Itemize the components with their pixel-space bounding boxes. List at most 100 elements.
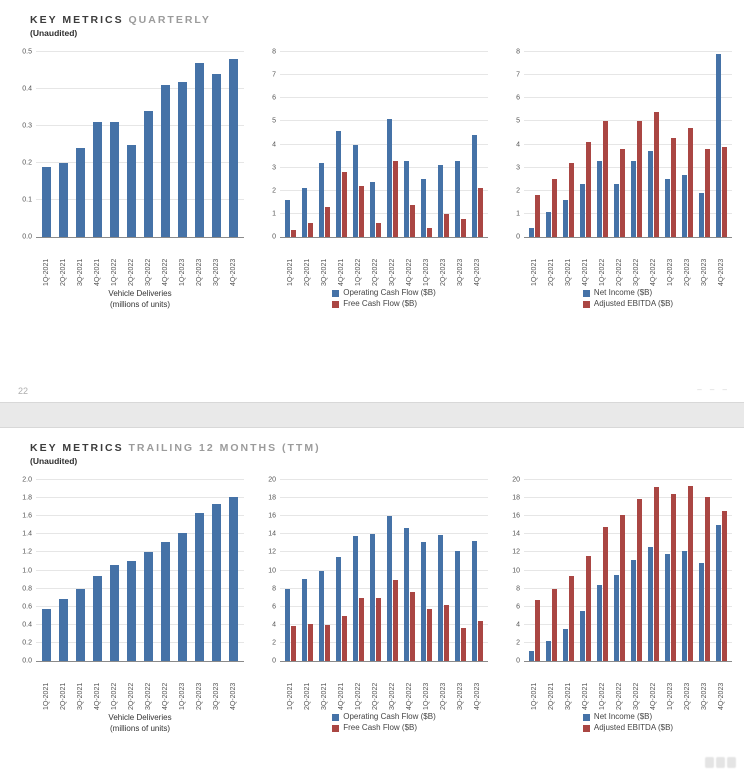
bar-group bbox=[452, 480, 469, 661]
gridline bbox=[280, 120, 488, 122]
y-tick-label: 5 bbox=[272, 117, 276, 125]
x-tick-cell: 3Q-2023 bbox=[452, 241, 469, 286]
bars-area bbox=[38, 480, 242, 661]
bar bbox=[370, 534, 375, 661]
bar bbox=[535, 195, 540, 237]
page-number: 22 bbox=[18, 386, 29, 396]
bar bbox=[552, 588, 557, 661]
legend-swatch bbox=[582, 289, 590, 297]
bar bbox=[705, 497, 710, 661]
bar bbox=[302, 188, 307, 237]
gridline bbox=[36, 497, 244, 499]
x-tick-cell: 2Q-2021 bbox=[543, 665, 560, 710]
bar bbox=[75, 588, 86, 661]
x-tick-cell: 3Q-2021 bbox=[72, 665, 89, 710]
chart-footer: Vehicle Deliveries (millions of units) bbox=[36, 289, 244, 311]
x-tick-cell: 4Q-2022 bbox=[401, 241, 418, 286]
bar-group bbox=[191, 480, 208, 661]
chart-plot: 0 2 4 6 8 10 12 14 16 18 20 bbox=[512, 477, 732, 665]
bar bbox=[194, 63, 205, 237]
x-tick-label: 3Q-2023 bbox=[457, 682, 464, 710]
x-tick-label: 1Q-2023 bbox=[179, 682, 186, 710]
gridline bbox=[524, 189, 732, 191]
y-tick-label: 7 bbox=[272, 71, 276, 79]
bar bbox=[410, 204, 415, 237]
bar-group bbox=[333, 52, 350, 237]
bar bbox=[410, 592, 415, 661]
bar bbox=[404, 160, 409, 237]
x-tick-label: 1Q-2023 bbox=[423, 682, 430, 710]
x-tick-cell: 1Q-2023 bbox=[662, 241, 679, 286]
bar bbox=[665, 554, 670, 661]
x-tick-label: 4Q-2022 bbox=[650, 682, 657, 710]
x-tick-cell: 2Q-2023 bbox=[191, 241, 208, 286]
bar bbox=[648, 546, 653, 661]
bar bbox=[461, 218, 466, 237]
x-tick-label: 2Q-2022 bbox=[128, 258, 135, 286]
bar bbox=[682, 174, 687, 237]
legend-entry: Net Income ($B) bbox=[582, 712, 673, 722]
legend-swatch bbox=[332, 289, 340, 297]
chart-footer: Net Income ($B) Adjusted EBITDA ($B) bbox=[524, 288, 732, 313]
chart-footer: Operating Cash Flow ($B) Free Cash Flow (… bbox=[280, 712, 488, 737]
x-tick-label: 4Q-2021 bbox=[582, 682, 589, 710]
x-tick-cell: 2Q-2023 bbox=[679, 241, 696, 286]
y-tick-label: 6 bbox=[272, 94, 276, 102]
gridline bbox=[280, 641, 488, 643]
bar bbox=[285, 588, 290, 661]
bar bbox=[359, 597, 364, 661]
bar-group bbox=[140, 52, 157, 237]
x-tick-label: 4Q-2022 bbox=[650, 258, 657, 286]
bar bbox=[455, 160, 460, 237]
chart-plot: 0.0 0.2 0.4 0.6 0.8 1.0 1.2 1.4 1.6 1.8 2.0 bbox=[22, 477, 244, 665]
gridline bbox=[36, 199, 244, 200]
chart-ttm-income-ebitda: 0 2 4 6 8 10 12 14 16 18 20 1Q-2021 2Q-2021 3Q-2021 4Q… bbox=[494, 477, 738, 737]
x-tick-label: 3Q-2022 bbox=[145, 258, 152, 286]
axis-title: (millions of units) bbox=[109, 723, 170, 733]
bar-group bbox=[123, 480, 140, 661]
x-tick-cell: 4Q-2023 bbox=[469, 241, 486, 286]
chart-quarterly-income-ebitda: 0 1 2 3 4 5 6 7 8 1Q-2021 2Q-2021 3Q-2021 4Q-2021 1Q-… bbox=[494, 48, 738, 313]
x-axis-labels: 1Q-2021 2Q-2021 3Q-2021 4Q-2021 1Q-2022 2Q-20… bbox=[280, 662, 488, 710]
x-tick-cell: 1Q-2023 bbox=[174, 241, 191, 286]
x-tick-cell: 4Q-2023 bbox=[225, 241, 242, 286]
y-tick-label: 3 bbox=[516, 164, 520, 172]
bars-area bbox=[526, 52, 730, 237]
bar-group bbox=[282, 480, 299, 661]
x-tick-cell: 1Q-2021 bbox=[38, 665, 55, 710]
x-tick-cell: 3Q-2022 bbox=[628, 665, 645, 710]
bar bbox=[353, 536, 358, 661]
bar bbox=[569, 575, 574, 661]
bar bbox=[376, 223, 381, 237]
bar-group bbox=[679, 480, 696, 661]
bar bbox=[291, 230, 296, 237]
x-tick-label: 4Q-2023 bbox=[718, 258, 725, 286]
y-tick-label: 14 bbox=[512, 530, 520, 538]
y-tick-label: 8 bbox=[516, 48, 520, 56]
bar bbox=[342, 172, 347, 237]
bar bbox=[194, 512, 205, 661]
bar-group bbox=[713, 52, 730, 237]
bar bbox=[291, 625, 296, 661]
bar bbox=[58, 163, 69, 237]
x-tick-label: 2Q-2022 bbox=[128, 682, 135, 710]
x-tick-cell: 2Q-2022 bbox=[367, 665, 384, 710]
gridline bbox=[36, 125, 244, 126]
x-axis-labels: 1Q-2021 2Q-2021 3Q-2021 4Q-2021 1Q-2022 2Q-20… bbox=[36, 662, 244, 710]
bar bbox=[211, 504, 222, 661]
bar bbox=[620, 149, 625, 237]
bar-group bbox=[174, 480, 191, 661]
legend-label: Operating Cash Flow ($B) bbox=[343, 288, 436, 297]
bar-group bbox=[696, 480, 713, 661]
x-tick-label: 2Q-2021 bbox=[304, 682, 311, 710]
section-header: KEY METRICS QUARTERLY (Unaudited) bbox=[0, 0, 744, 38]
x-tick-label: 3Q-2022 bbox=[633, 258, 640, 286]
y-tick-label: 1.4 bbox=[22, 530, 32, 538]
gridline bbox=[524, 587, 732, 589]
bar-group bbox=[333, 480, 350, 661]
y-tick-label: 0.4 bbox=[22, 85, 32, 93]
gridline bbox=[280, 587, 488, 589]
bar bbox=[478, 188, 483, 237]
x-tick-label: 2Q-2022 bbox=[372, 682, 379, 710]
